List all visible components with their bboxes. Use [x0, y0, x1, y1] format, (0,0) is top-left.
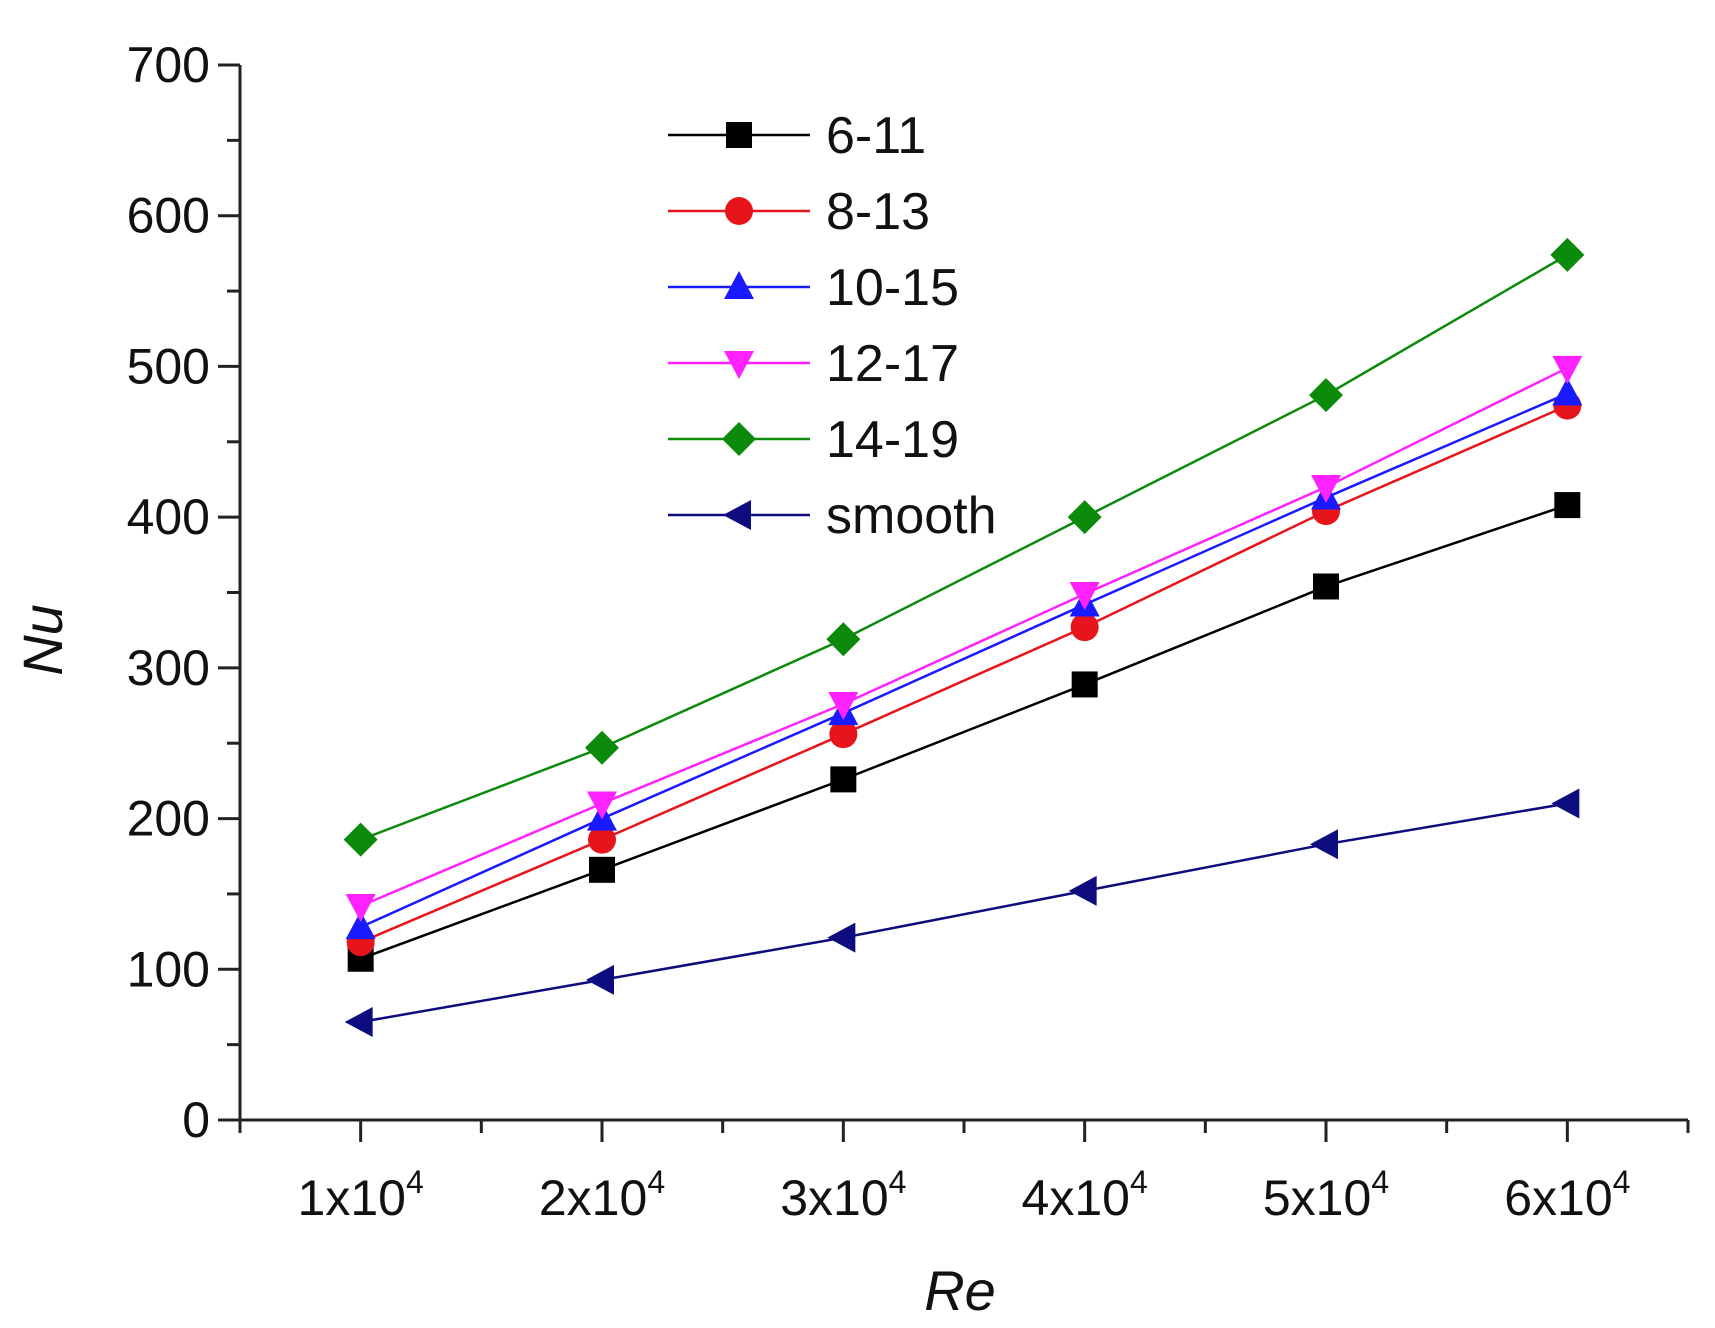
y-axis-title: Nu	[11, 604, 74, 676]
data-point-8-13	[829, 720, 858, 749]
x-axis-title: Re	[924, 1259, 996, 1322]
data-point-smooth	[1310, 829, 1338, 860]
legend-marker-14-19	[722, 422, 756, 456]
y-tick-label: 600	[127, 188, 210, 244]
legend-marker-10-15	[724, 271, 754, 299]
series-line-6-11	[360, 503, 1568, 960]
legend-label-6-11: 6-11	[826, 107, 926, 165]
data-point-12-17	[587, 791, 617, 820]
series-line-8-13	[360, 404, 1568, 944]
y-tick-label: 300	[127, 640, 210, 696]
legend-label-smooth: smooth	[826, 487, 997, 545]
data-point-smooth	[1068, 875, 1097, 906]
legend-entry-6-11: 6-11	[668, 107, 926, 165]
y-tick-label: 700	[127, 37, 210, 93]
series-8-13	[346, 391, 1582, 957]
data-point-14-19	[585, 730, 619, 765]
series-12-17	[345, 355, 1583, 922]
series-14-19	[343, 237, 1585, 857]
legend-label-12-17: 12-17	[826, 335, 959, 393]
data-point-6-11	[589, 856, 615, 883]
data-point-6-11	[1071, 671, 1098, 698]
series-line-smooth	[360, 802, 1568, 1024]
data-point-12-17	[1069, 582, 1100, 611]
series-line-12-17	[360, 366, 1568, 908]
series-smooth	[344, 788, 1580, 1038]
y-tick-label: 200	[127, 791, 210, 847]
y-tick-label: 100	[127, 941, 210, 997]
data-point-14-19	[343, 822, 378, 857]
data-point-6-11	[1554, 492, 1581, 519]
data-point-14-19	[1550, 237, 1585, 272]
x-tick-label: 1x104	[298, 1164, 424, 1226]
data-point-12-17	[828, 692, 859, 721]
series-line-14-19	[360, 253, 1568, 841]
data-point-smooth	[827, 922, 856, 953]
legend-entry-smooth: smooth	[668, 487, 997, 545]
series-10-15	[345, 377, 1583, 940]
data-point-6-11	[1313, 573, 1339, 600]
x-tick-label: 6x104	[1504, 1164, 1630, 1226]
legend-entry-12-17: 12-17	[668, 335, 959, 393]
legend-marker-smooth	[723, 500, 751, 530]
y-tick-label: 500	[127, 338, 210, 394]
data-point-12-17	[1311, 475, 1341, 503]
data-point-10-15	[1552, 377, 1583, 406]
legend-entry-8-13: 8-13	[668, 183, 930, 241]
data-point-smooth	[586, 964, 614, 995]
legend: 6-11 8-13 10-15 12-17 14-19 smooth	[668, 107, 997, 545]
legend-marker-8-13	[725, 197, 753, 225]
legend-entry-10-15: 10-15	[668, 259, 959, 317]
legend-marker-12-17	[724, 351, 754, 379]
axes: 0 100 200 300 400 500 600 700 1x104 2x104 3x104 4x1…	[127, 37, 1690, 1226]
data-point-14-19	[1067, 500, 1102, 535]
y-tick-label: 0	[182, 1092, 210, 1148]
data-point-14-19	[826, 622, 861, 657]
legend-label-10-15: 10-15	[826, 259, 959, 317]
data-point-6-11	[830, 766, 857, 793]
x-tick-label: 5x104	[1263, 1164, 1389, 1226]
data-point-14-19	[1309, 378, 1343, 413]
data-point-smooth	[344, 1007, 373, 1038]
legend-label-8-13: 8-13	[826, 183, 930, 241]
data-point-12-17	[345, 893, 376, 922]
legend-marker-6-11	[726, 122, 752, 148]
series-6-11	[347, 492, 1581, 972]
data-point-12-17	[1552, 355, 1583, 384]
data-point-smooth	[1551, 788, 1580, 819]
data-point-10-15	[345, 911, 376, 940]
series-group	[343, 237, 1585, 1038]
x-tick-label: 2x104	[539, 1164, 665, 1226]
series-line-10-15	[360, 392, 1568, 929]
x-tick-label: 3x104	[780, 1164, 906, 1226]
x-tick-label: 4x104	[1022, 1164, 1148, 1226]
legend-entry-14-19: 14-19	[668, 411, 959, 469]
data-point-8-13	[588, 825, 616, 854]
data-point-8-13	[1070, 613, 1099, 642]
y-tick-label: 400	[127, 489, 210, 545]
legend-label-14-19: 14-19	[826, 411, 959, 469]
